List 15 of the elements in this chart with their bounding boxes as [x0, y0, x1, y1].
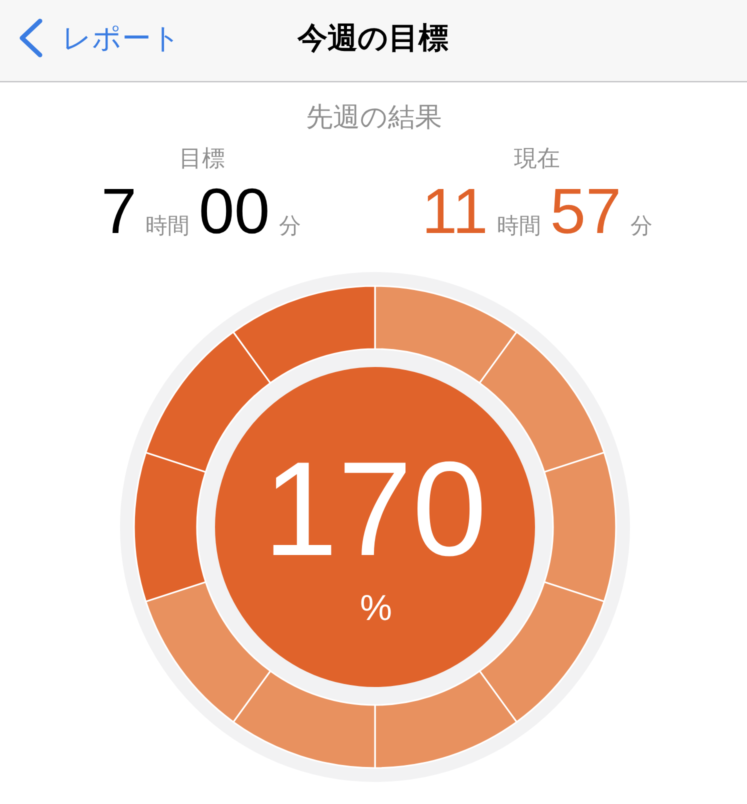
- chart-subtitle: 先週の結果: [306, 102, 442, 133]
- text: 170: [263, 435, 487, 584]
- text: 57: [550, 175, 622, 247]
- text: 現在: [514, 146, 560, 172]
- text: 7: [101, 175, 137, 247]
- text: 時間: [497, 214, 542, 239]
- chart-title: 今週の目標: [296, 21, 448, 56]
- text: 11: [422, 175, 488, 247]
- text: %: [360, 587, 392, 628]
- text: 時間: [146, 214, 190, 239]
- text: 00: [198, 175, 270, 247]
- text: 分: [630, 214, 652, 239]
- text: 目標: [179, 146, 225, 172]
- text: 分: [278, 214, 301, 239]
- text: レポート: [62, 21, 181, 55]
